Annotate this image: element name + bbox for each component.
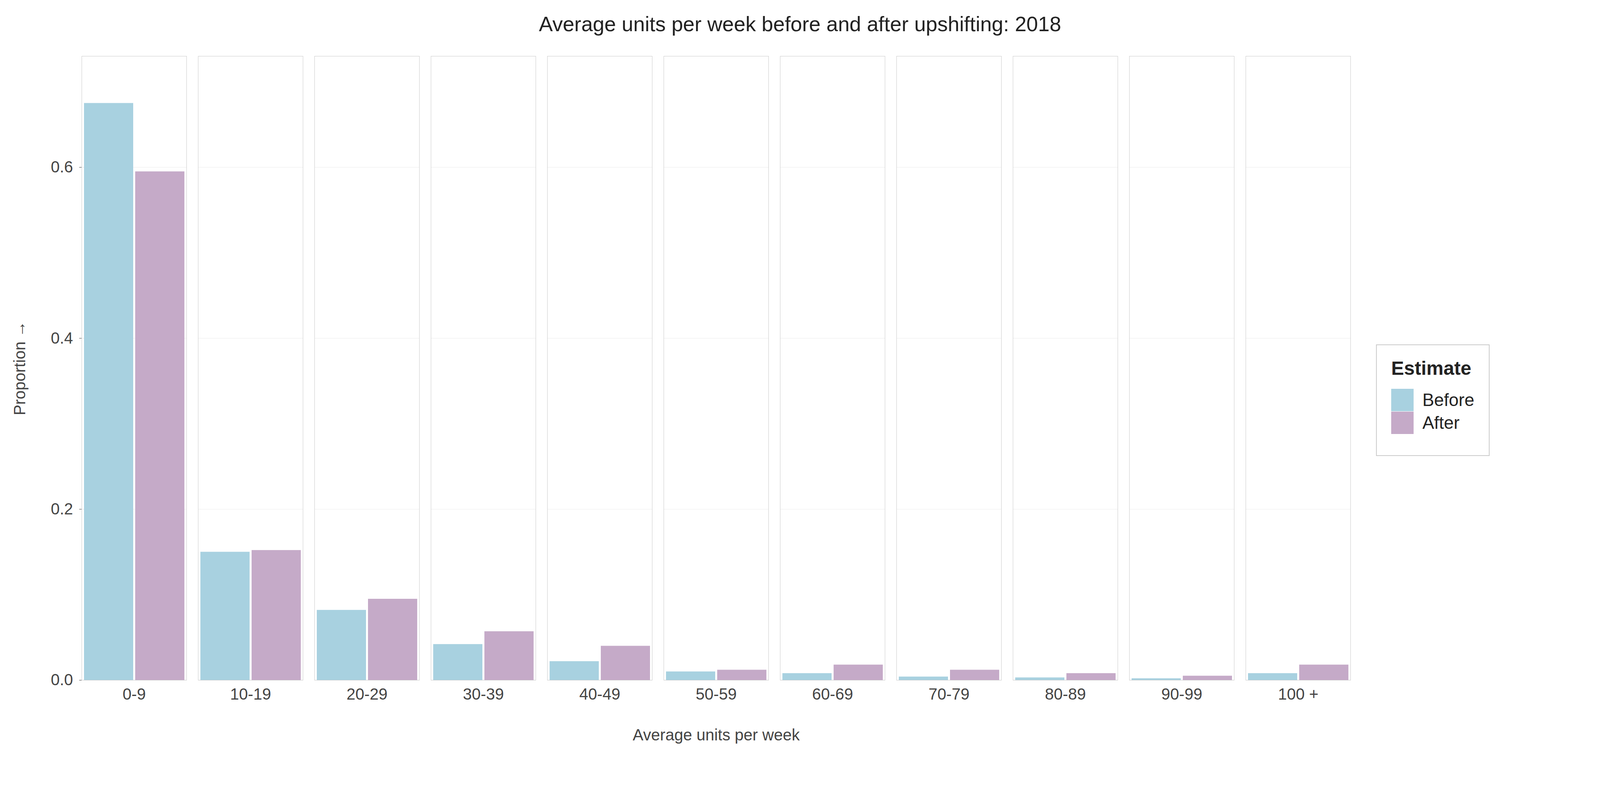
svg-text:50-59: 50-59: [695, 685, 737, 703]
svg-text:80-89: 80-89: [1044, 685, 1086, 703]
svg-text:Proportion →: Proportion →: [10, 321, 29, 416]
html-text:Estimate: Estimate: [1391, 357, 1472, 379]
svg-text:Average units per week: Average units per week: [632, 726, 800, 744]
svg-text:0.2: 0.2: [50, 500, 74, 518]
html-text:Average units per week before: Average units per week before and after …: [538, 12, 1062, 36]
svg-text:10-19: 10-19: [230, 685, 271, 703]
svg-text:0.0: 0.0: [50, 670, 74, 689]
html-text:After: After: [1422, 412, 1460, 433]
svg-text:0-9: 0-9: [122, 685, 146, 703]
svg-text:30-39: 30-39: [462, 685, 504, 703]
svg-text:60-69: 60-69: [812, 685, 853, 703]
svg-text:70-79: 70-79: [928, 685, 970, 703]
svg-text:40-49: 40-49: [579, 685, 620, 703]
svg-text:0.4: 0.4: [50, 329, 74, 347]
html-text:Before: Before: [1422, 389, 1475, 410]
svg-text:20-29: 20-29: [346, 685, 388, 703]
svg-text:90-99: 90-99: [1161, 685, 1202, 703]
svg-text:100 +: 100 +: [1278, 685, 1319, 703]
svg-text:0.6: 0.6: [50, 158, 74, 176]
